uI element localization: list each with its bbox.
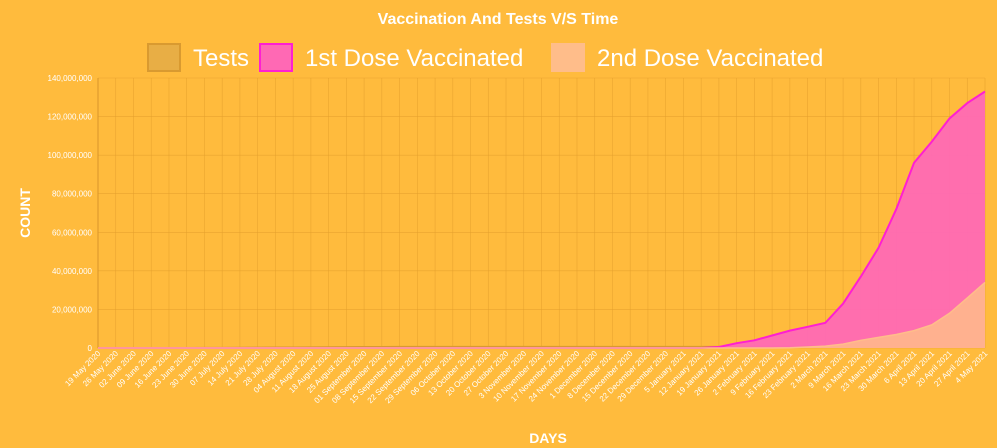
legend-swatch[interactable]	[259, 43, 293, 72]
series-area	[98, 91, 985, 348]
y-tick-label: 80,000,000	[52, 190, 93, 199]
legend-swatch[interactable]	[147, 43, 181, 72]
plot-area	[98, 90, 986, 349]
legend-label[interactable]: Tests	[193, 45, 249, 72]
series-line	[98, 281, 986, 349]
legend-label[interactable]: 1st Dose Vaccinated	[305, 45, 523, 72]
series-area	[98, 282, 985, 348]
legend-swatch[interactable]	[551, 43, 585, 72]
y-axis-label: COUNT	[17, 188, 33, 238]
x-axis-label: DAYS	[529, 430, 567, 446]
y-tick-label: 20,000,000	[52, 305, 93, 314]
legend: Tests 1st Dose Vaccinated 2nd Dose Vaccina…	[147, 43, 823, 72]
y-tick-label: 40,000,000	[52, 267, 93, 276]
legend-label[interactable]: 2nd Dose Vaccinated	[597, 45, 823, 72]
y-tick-label: 140,000,000	[48, 74, 93, 83]
y-tick-label: 100,000,000	[48, 151, 93, 160]
y-axis: 0 20,000,000 40,000,000 60,000,000 80,000,00…	[48, 74, 93, 353]
y-tick-label: 0	[88, 344, 93, 353]
y-tick-label: 120,000,000	[48, 113, 93, 122]
y-tick-label: 60,000,000	[52, 228, 93, 237]
chart-title: Vaccination And Tests V/S Time	[378, 11, 619, 28]
